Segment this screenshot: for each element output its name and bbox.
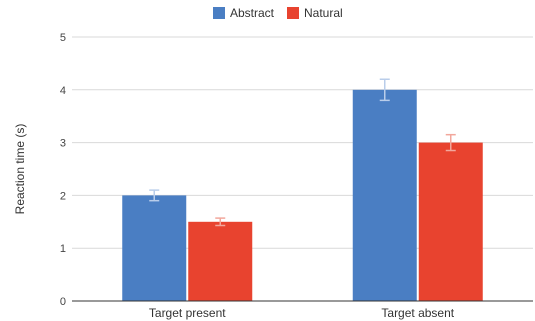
bar-abstract-1 [122,195,187,301]
legend-label-natural: Natural [304,6,343,20]
legend-swatch-abstract [213,7,225,19]
x-category-label: Target absent [381,306,454,320]
bar-abstract-2 [352,89,417,301]
y-tick-label: 5 [60,32,66,44]
y-axis-ticks: 0 1 2 3 4 5 [60,32,66,308]
legend-swatch-natural [287,7,299,19]
y-axis-label: Reaction time (s) [13,124,27,215]
y-tick-label: 0 [60,296,66,308]
y-tick-label: 2 [60,190,66,202]
x-category-label: Target present [149,306,226,320]
y-tick-label: 3 [60,138,66,150]
error-bars [149,78,456,227]
error-bar-abstract-2 [379,78,390,102]
legend-label-abstract: Abstract [230,6,275,20]
x-axis-categories: Target present Target absent [149,306,455,320]
legend: Abstract Natural [213,6,343,20]
bar-natural-1 [188,221,253,301]
bar-natural-2 [418,142,483,301]
bars [122,89,483,301]
error-bar-natural-2 [445,133,456,152]
error-bar-natural-1 [215,217,226,227]
y-tick-label: 4 [60,85,66,97]
error-bar-abstract-1 [149,189,160,202]
y-tick-label: 1 [60,243,66,255]
